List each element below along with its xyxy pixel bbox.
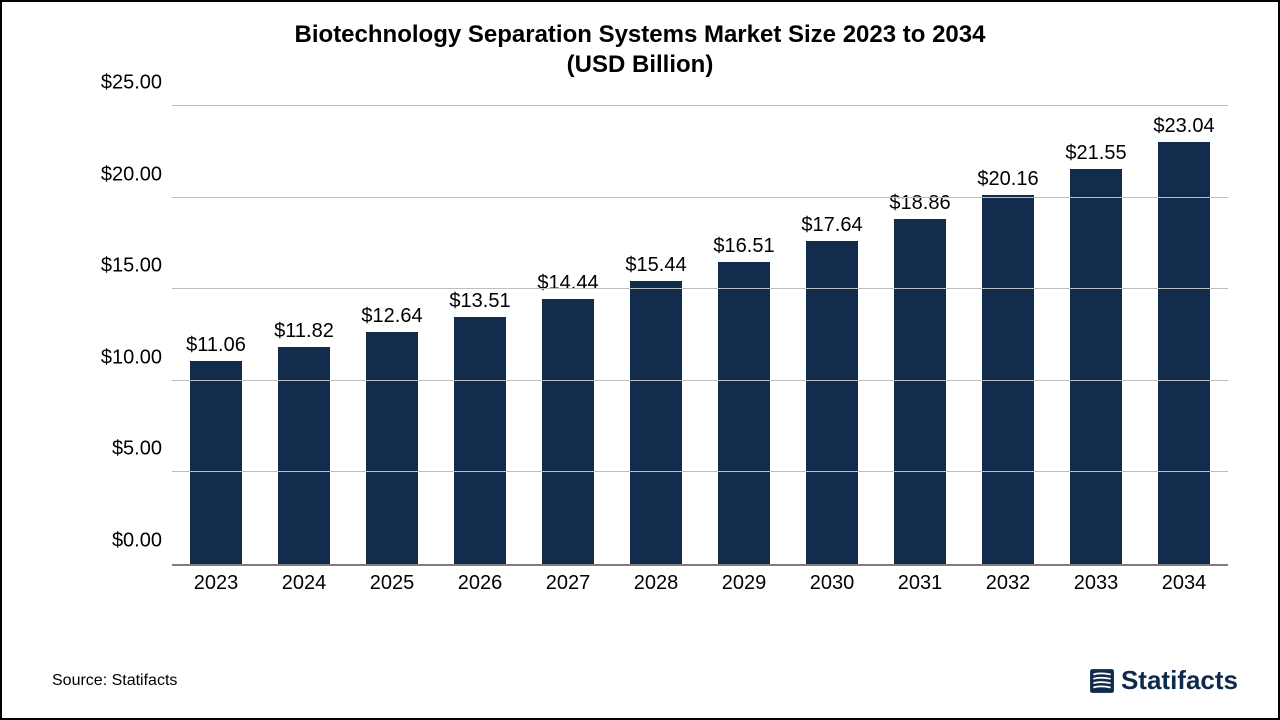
bar [1158, 142, 1211, 564]
bar-slot: $23.04 [1140, 106, 1228, 564]
bar-value-label: $21.55 [1065, 142, 1126, 165]
chart-footer: Source: Statifacts Statifacts [52, 665, 1238, 696]
y-tick-label: $25.00 [101, 72, 162, 95]
bar-slot: $14.44 [524, 106, 612, 564]
x-tick-label: 2033 [1052, 566, 1140, 595]
chart-title: Biotechnology Separation Systems Market … [32, 20, 1248, 80]
bar-value-label: $17.64 [801, 214, 862, 237]
y-tick-label: $20.00 [101, 163, 162, 186]
chart-frame: Biotechnology Separation Systems Market … [0, 0, 1280, 720]
y-tick-label: $0.00 [112, 530, 162, 553]
plot-area: $11.06 $11.82 $12.64 $13.51 $14.44 $15.44 $16.… [172, 106, 1228, 566]
x-tick-label: 2028 [612, 566, 700, 595]
bar-value-label: $13.51 [449, 290, 510, 313]
chart-area: $11.06 $11.82 $12.64 $13.51 $14.44 $15.44 $16.… [92, 86, 1238, 606]
bar-value-label: $23.04 [1153, 115, 1214, 138]
x-tick-label: 2029 [700, 566, 788, 595]
bar [542, 299, 595, 564]
brand-icon [1089, 668, 1115, 694]
bar-slot: $20.16 [964, 106, 1052, 564]
chart-title-line1: Biotechnology Separation Systems Market … [32, 20, 1248, 50]
bar-slot: $17.64 [788, 106, 876, 564]
bar-value-label: $11.06 [186, 334, 246, 357]
bar [190, 361, 243, 564]
bar [454, 317, 507, 565]
gridline [172, 288, 1228, 289]
x-tick-label: 2031 [876, 566, 964, 595]
bar [718, 262, 771, 564]
gridline [172, 380, 1228, 381]
x-tick-label: 2026 [436, 566, 524, 595]
gridline [172, 197, 1228, 198]
x-tick-label: 2025 [348, 566, 436, 595]
x-tick-label: 2030 [788, 566, 876, 595]
x-axis: 2023202420252026202720282029203020312032… [172, 566, 1228, 606]
bar-slot: $15.44 [612, 106, 700, 564]
bar-value-label: $16.51 [713, 235, 774, 258]
bars-container: $11.06 $11.82 $12.64 $13.51 $14.44 $15.44 $16.… [172, 106, 1228, 564]
x-tick-label: 2027 [524, 566, 612, 595]
bar-value-label: $14.44 [537, 272, 598, 295]
bar [630, 281, 683, 564]
x-tick-label: 2032 [964, 566, 1052, 595]
brand-text: Statifacts [1121, 665, 1238, 696]
chart-title-line2: (USD Billion) [32, 50, 1248, 80]
brand-logo: Statifacts [1089, 665, 1238, 696]
bar-slot: $21.55 [1052, 106, 1140, 564]
bar [366, 332, 419, 564]
bar [806, 241, 859, 564]
x-tick-label: 2024 [260, 566, 348, 595]
bar-slot: $13.51 [436, 106, 524, 564]
gridline [172, 471, 1228, 472]
y-tick-label: $15.00 [101, 255, 162, 278]
bar-value-label: $20.16 [977, 168, 1038, 191]
bar-value-label: $15.44 [625, 254, 686, 277]
x-tick-label: 2034 [1140, 566, 1228, 595]
source-text: Source: Statifacts [52, 672, 177, 690]
bar-slot: $11.82 [260, 106, 348, 564]
bar [894, 219, 947, 565]
bar-value-label: $18.86 [889, 192, 950, 215]
bar-value-label: $11.82 [274, 320, 334, 343]
bar-slot: $18.86 [876, 106, 964, 564]
bar-slot: $12.64 [348, 106, 436, 564]
bar-slot: $11.06 [172, 106, 260, 564]
bar-value-label: $12.64 [361, 305, 422, 328]
x-tick-label: 2023 [172, 566, 260, 595]
bar [1070, 169, 1123, 564]
y-tick-label: $5.00 [112, 438, 162, 461]
y-tick-label: $10.00 [101, 346, 162, 369]
gridline [172, 105, 1228, 106]
bar-slot: $16.51 [700, 106, 788, 564]
